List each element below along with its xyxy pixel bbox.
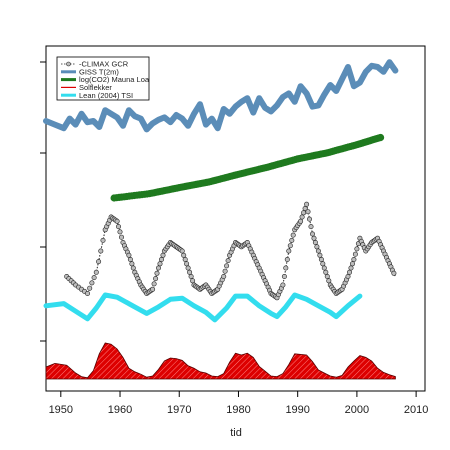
gcr-point	[154, 270, 160, 276]
x-tick-label: 1960	[108, 404, 132, 416]
gcr-point	[324, 273, 330, 279]
legend-label: Lean (2004) TSI	[79, 91, 133, 100]
gcr-point	[354, 246, 360, 252]
gcr-point	[320, 261, 326, 267]
gcr-series	[64, 201, 397, 301]
gcr-point	[114, 218, 120, 224]
x-tick-label: 2000	[345, 404, 369, 416]
gcr-point	[287, 243, 293, 249]
gcr-point	[352, 251, 358, 257]
gcr-point	[317, 252, 323, 258]
gcr-point	[305, 209, 311, 215]
x-tick-label: 1980	[226, 404, 250, 416]
gcr-point	[116, 224, 122, 230]
x-tick-label: 1990	[285, 404, 309, 416]
gcr-point	[91, 275, 97, 281]
gcr-point	[280, 282, 286, 288]
gcr-point	[222, 268, 228, 274]
gcr-point	[306, 216, 312, 222]
gcr-point	[117, 229, 123, 235]
legend-label: Solflekker	[79, 83, 112, 92]
gcr-point	[185, 265, 191, 271]
gcr-point	[283, 265, 289, 271]
gcr-point	[309, 231, 315, 237]
gcr-point	[225, 258, 231, 264]
gcr-point	[284, 256, 290, 262]
x-axis-label: tid	[230, 427, 242, 439]
gcr-point	[289, 237, 295, 243]
giss-temperature-line	[43, 59, 399, 133]
sunspot-area	[45, 342, 396, 380]
gcr-point	[89, 280, 95, 286]
gcr-point	[312, 240, 318, 246]
gcr-point	[98, 248, 104, 254]
gcr-point	[311, 235, 317, 241]
co2-series	[110, 133, 385, 202]
gcr-point	[159, 256, 165, 262]
x-tick-label: 2010	[404, 404, 428, 416]
gcr-point	[224, 263, 230, 269]
gcr-point	[299, 214, 305, 220]
co2-point	[377, 133, 385, 142]
plot-frame	[45, 45, 426, 392]
gcr-point	[87, 285, 93, 291]
gcr-point	[349, 261, 355, 267]
gcr-point	[323, 269, 329, 275]
gcr-point	[190, 278, 196, 284]
gcr-point	[130, 265, 136, 271]
gcr-point	[181, 252, 187, 258]
gcr-point	[346, 269, 352, 275]
legend-label: GISS T(2m)	[79, 67, 119, 76]
gcr-point	[119, 234, 125, 240]
gcr-point	[314, 244, 320, 250]
gcr-point	[391, 270, 397, 276]
plot-area	[43, 59, 399, 380]
gcr-point	[326, 278, 332, 284]
gcr-point	[290, 232, 296, 238]
gcr-point	[221, 273, 227, 279]
gcr-point	[156, 265, 162, 271]
gcr-point	[308, 224, 314, 230]
gcr-point	[187, 269, 193, 275]
gcr-point	[301, 210, 307, 216]
x-tick-label: 1970	[167, 404, 191, 416]
gcr-point	[126, 252, 132, 258]
gcr-point	[182, 256, 188, 262]
gcr-point	[150, 286, 156, 292]
gcr-point	[315, 248, 321, 254]
gcr-point	[348, 265, 354, 271]
gcr-point	[127, 256, 133, 262]
gcr-point	[286, 248, 292, 254]
gcr-point	[129, 261, 135, 267]
y-axis-ticks	[40, 61, 46, 342]
gcr-point	[96, 259, 102, 265]
gcr-point	[157, 261, 163, 267]
gcr-point	[188, 273, 194, 279]
x-axis: 1950 1960 1970 1980 1990 2000 2010	[49, 391, 428, 416]
tsi-line	[43, 292, 363, 323]
gcr-point	[281, 273, 287, 279]
gcr-point	[318, 256, 324, 262]
legend-swatch-gcr-marker	[66, 61, 71, 67]
gcr-point	[85, 290, 91, 296]
x-tick-label: 1950	[49, 404, 73, 416]
gcr-point	[304, 201, 310, 207]
gcr-point	[321, 265, 327, 271]
gcr-point	[184, 261, 190, 267]
gcr-point	[100, 237, 106, 243]
gcr-point	[153, 276, 159, 282]
legend-label: -CLIMAX GCR	[79, 60, 129, 69]
gcr-point	[345, 273, 351, 279]
gcr-point	[160, 252, 166, 258]
gcr-point	[179, 248, 185, 254]
gcr-point	[93, 269, 99, 275]
gcr-point	[351, 256, 357, 262]
legend-label: log(CO2) Mauna Loa	[79, 75, 150, 84]
gcr-point	[151, 281, 157, 287]
gcr-point	[298, 218, 304, 224]
